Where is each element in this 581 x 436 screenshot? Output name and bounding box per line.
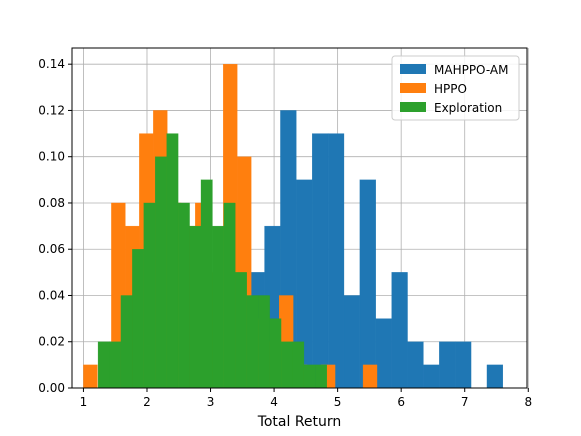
legend-swatch-0	[400, 64, 426, 74]
legend-label-0: MAHPPO-AM	[434, 63, 508, 77]
bar-2-6	[166, 133, 179, 389]
x-axis-ticks: 1 2 3 4 5 6 7 8	[80, 388, 532, 409]
y-tick-label-0: 0.00	[38, 381, 65, 395]
legend: MAHPPO-AM HPPO Exploration	[391, 55, 520, 121]
x-tick-label-1: 2	[143, 395, 151, 409]
bar-2-3	[132, 249, 144, 389]
bar-2-0	[97, 341, 110, 389]
bar-2-5	[155, 156, 167, 389]
bar-2-9	[200, 179, 213, 389]
y-axis-ticks: 0.00 0.02 0.04 0.06 0.08 0.10 0.12 0.14	[38, 57, 72, 395]
x-tick-label-2: 3	[207, 395, 215, 409]
legend-swatch-1	[400, 83, 426, 93]
bar-2-4	[143, 202, 156, 389]
bar-2-16	[280, 341, 293, 389]
bar-2-19	[315, 364, 327, 389]
y-tick-label-3: 0.06	[38, 242, 65, 256]
bar-2-12	[235, 272, 247, 389]
bar-2-15	[269, 318, 282, 389]
bar-0-9	[391, 272, 408, 389]
y-tick-label-4: 0.08	[38, 196, 65, 210]
bar-2-11	[223, 202, 236, 389]
x-tick-label-5: 6	[397, 395, 405, 409]
bar-1-0	[83, 364, 98, 389]
legend-label-1: HPPO	[434, 82, 467, 96]
bars-layer	[83, 64, 504, 389]
y-tick-label-1: 0.02	[38, 335, 65, 349]
bar-2-17	[292, 341, 305, 389]
y-tick-label-6: 0.12	[38, 103, 65, 117]
bar-0-8	[375, 318, 392, 389]
x-tick-label-3: 4	[270, 395, 278, 409]
y-tick-label-2: 0.04	[38, 288, 65, 302]
bar-0-6	[343, 295, 361, 389]
bar-0-10	[407, 341, 424, 389]
bar-0-13	[455, 341, 472, 389]
bar-0-14	[486, 364, 504, 389]
y-tick-label-7: 0.14	[38, 57, 65, 71]
bar-0-11	[423, 364, 440, 389]
legend-label-2: Exploration	[434, 101, 502, 115]
x-axis-label: Total Return	[257, 414, 342, 430]
x-tick-label-6: 7	[461, 395, 469, 409]
bar-1-20	[362, 364, 378, 389]
bar-2-10	[212, 225, 225, 389]
bar-2-2	[120, 295, 133, 389]
bar-2-18	[303, 364, 316, 389]
x-tick-label-7: 8	[524, 395, 532, 409]
bar-2-1	[109, 341, 122, 389]
bar-2-7	[177, 202, 190, 389]
x-tick-label-4: 5	[334, 395, 342, 409]
bar-0-4	[312, 133, 329, 389]
bar-0-5	[327, 133, 345, 389]
x-tick-label-0: 1	[80, 395, 88, 409]
bar-0-12	[439, 341, 456, 389]
y-tick-label-5: 0.10	[38, 150, 65, 164]
bar-0-7	[359, 179, 376, 389]
bar-2-14	[258, 295, 270, 389]
bar-2-8	[189, 225, 202, 389]
plot-frame	[71, 47, 528, 389]
legend-swatch-2	[400, 102, 426, 112]
bar-2-13	[246, 295, 259, 389]
